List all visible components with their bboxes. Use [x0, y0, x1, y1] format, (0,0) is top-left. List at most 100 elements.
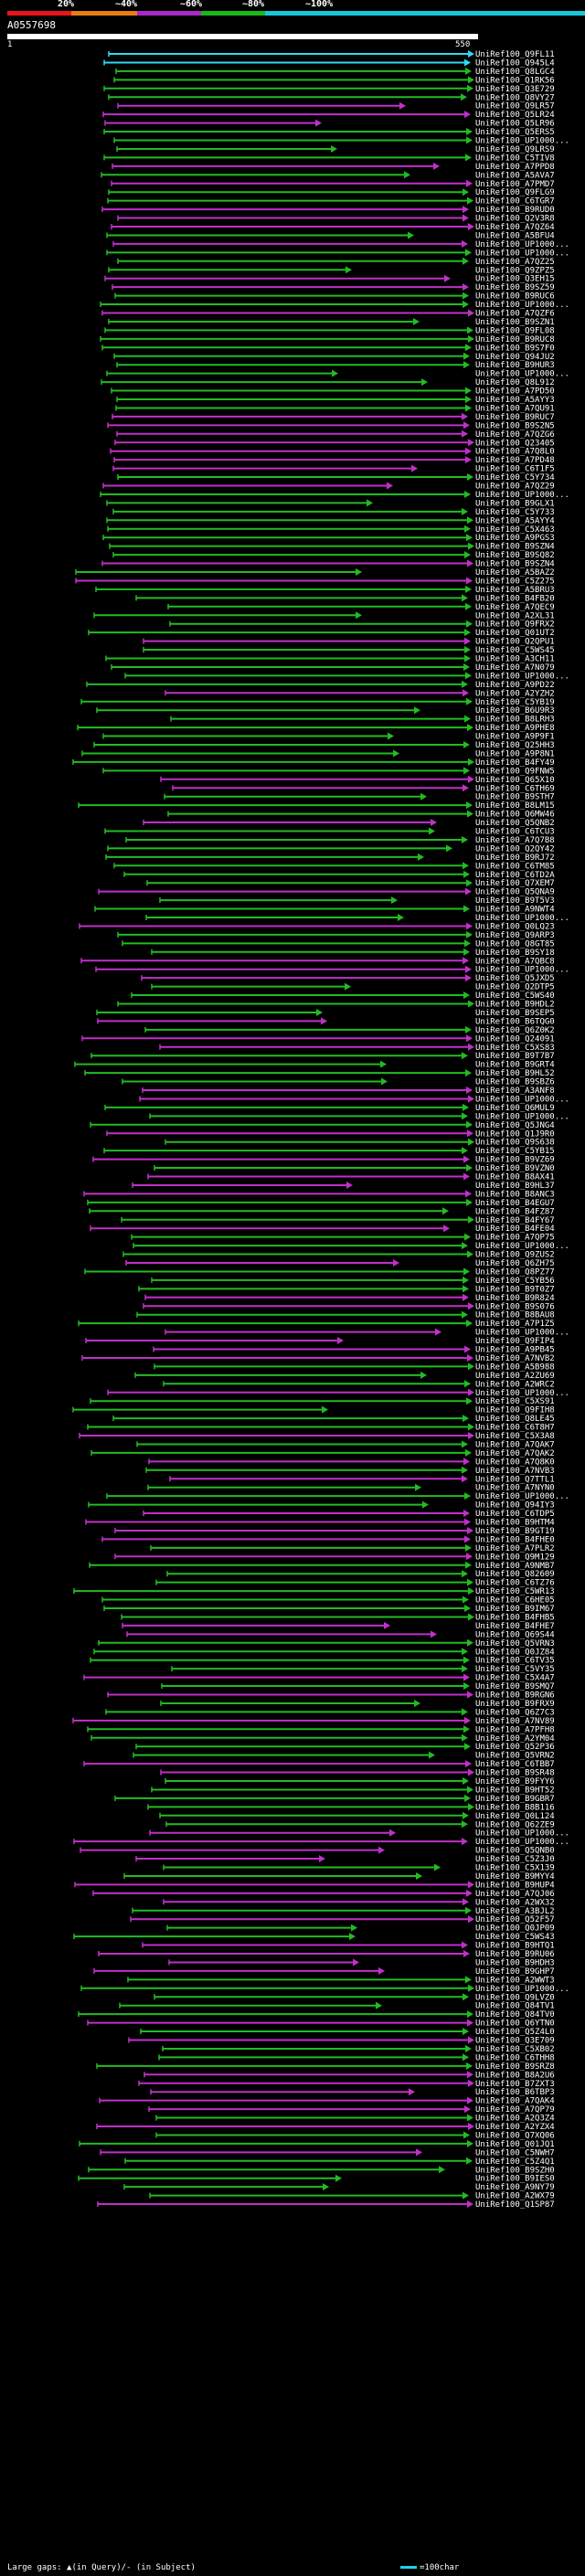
hit-label[interactable]: UniRef100_Q0LQ23 — [475, 922, 555, 931]
hit-label[interactable]: UniRef100_UP1000... — [475, 914, 569, 923]
hit-label[interactable]: UniRef100_Q5QNB2 — [475, 819, 555, 828]
hit-label[interactable]: UniRef100_Q62ZE9 — [475, 1820, 555, 1829]
hit-label[interactable]: UniRef100_Q9ZPZ5 — [475, 266, 555, 275]
hit-label[interactable]: UniRef100_C5YB15 — [475, 1147, 555, 1156]
hit-label[interactable]: UniRef100_Q5LR24 — [475, 111, 555, 120]
hit-label[interactable]: UniRef100_Q2QY42 — [475, 844, 555, 853]
hit-label[interactable]: UniRef100_B9GRT4 — [475, 1061, 555, 1070]
hit-label[interactable]: UniRef100_B6TBP3 — [475, 2088, 555, 2097]
hit-label[interactable]: UniRef100_A9NWT4 — [475, 906, 555, 915]
hit-label[interactable]: UniRef100_C6TV35 — [475, 1657, 555, 1666]
hit-label[interactable]: UniRef100_C5Y734 — [475, 473, 555, 482]
hit-label[interactable]: UniRef100_A5AYY3 — [475, 396, 555, 405]
hit-label[interactable]: UniRef100_B9HL37 — [475, 1182, 555, 1191]
hit-label[interactable]: UniRef100_A7QAK4 — [475, 2097, 555, 2106]
hit-label[interactable]: UniRef100_B9T0Z7 — [475, 1285, 555, 1294]
hit-label[interactable]: UniRef100_Q6Z0K2 — [475, 1026, 555, 1035]
hit-label[interactable]: UniRef100_A7NYN0 — [475, 1484, 555, 1493]
hit-label[interactable]: UniRef100_B9HDH3 — [475, 1958, 555, 1967]
hit-label[interactable]: UniRef100_Q6ZH75 — [475, 1259, 555, 1268]
hit-label[interactable]: UniRef100_Q0L124 — [475, 1812, 555, 1821]
hit-label[interactable]: UniRef100_Q0JP09 — [475, 1924, 555, 1934]
hit-label[interactable]: UniRef100_B4FB20 — [475, 594, 555, 603]
hit-label[interactable]: UniRef100_UP1000... — [475, 1242, 569, 1251]
hit-label[interactable]: UniRef100_A3BJL2 — [475, 1907, 555, 1916]
hit-label[interactable]: UniRef100_B9HT52 — [475, 1786, 555, 1795]
hit-label[interactable]: UniRef100_A7QZ25 — [475, 258, 555, 267]
hit-label[interactable]: UniRef100_Q9FIH8 — [475, 1406, 555, 1415]
hit-label[interactable]: UniRef100_A7P1Z5 — [475, 1320, 555, 1329]
hit-label[interactable]: UniRef100_B9T5V3 — [475, 896, 555, 906]
hit-label[interactable]: UniRef100_Q23405 — [475, 439, 555, 448]
hit-label[interactable]: UniRef100_B4FHE0 — [475, 1535, 555, 1544]
hit-label[interactable]: UniRef100_UP1000... — [475, 1329, 569, 1338]
hit-label[interactable]: UniRef100_UP1000... — [475, 1985, 569, 1994]
hit-label[interactable]: UniRef100_C5Z4Q1 — [475, 2157, 555, 2167]
hit-label[interactable]: UniRef100_Q9ZUS2 — [475, 1251, 555, 1260]
hit-label[interactable]: UniRef100_C5YB19 — [475, 698, 555, 707]
hit-label[interactable]: UniRef100_A7QZ29 — [475, 482, 555, 492]
hit-label[interactable]: UniRef100_Q5JXD5 — [475, 974, 555, 983]
hit-label[interactable]: UniRef100_Q8LGC4 — [475, 68, 555, 77]
hit-label[interactable]: UniRef100_B9S7F0 — [475, 344, 555, 353]
hit-label[interactable]: UniRef100_Q2QPU1 — [475, 638, 555, 647]
hit-label[interactable]: UniRef100_B9SMQ7 — [475, 1682, 555, 1691]
hit-label[interactable]: UniRef100_B4FZ87 — [475, 1207, 555, 1216]
hit-label[interactable]: UniRef100_B9IM67 — [475, 1605, 555, 1614]
hit-label[interactable]: UniRef100_Q3EH15 — [475, 275, 555, 284]
hit-label[interactable]: UniRef100_Q3E709 — [475, 2037, 555, 2046]
hit-label[interactable]: UniRef100_C5VY35 — [475, 1665, 555, 1674]
hit-label[interactable]: UniRef100_C5X3A8 — [475, 1432, 555, 1441]
hit-label[interactable]: UniRef100_B4FHE7 — [475, 1622, 555, 1631]
hit-label[interactable]: UniRef100_Q9LR57 — [475, 102, 555, 111]
hit-label[interactable]: UniRef100_C5X463 — [475, 525, 555, 535]
hit-label[interactable]: UniRef100_A2YM04 — [475, 1734, 555, 1744]
hit-label[interactable]: UniRef100_B9GLX1 — [475, 499, 555, 508]
hit-label[interactable]: UniRef100_Q7TTL1 — [475, 1475, 555, 1484]
hit-label[interactable]: UniRef100_C5X139 — [475, 1864, 555, 1873]
hit-label[interactable]: UniRef100_B9SR48 — [475, 1769, 555, 1778]
hit-label[interactable]: UniRef100_B9RUD0 — [475, 206, 555, 215]
hit-label[interactable]: UniRef100_C5XS83 — [475, 1044, 555, 1053]
hit-label[interactable]: UniRef100_UP1000... — [475, 370, 569, 379]
hit-label[interactable]: UniRef100_A7QAK7 — [475, 1440, 555, 1449]
hit-label[interactable]: UniRef100_C5WS45 — [475, 646, 555, 655]
hit-label[interactable]: UniRef100_UP1000... — [475, 1838, 569, 1847]
hit-label[interactable]: UniRef100_UP1000... — [475, 240, 569, 249]
hit-label[interactable]: UniRef100_A5BFU4 — [475, 231, 555, 240]
hit-label[interactable]: UniRef100_Q69S44 — [475, 1630, 555, 1639]
hit-label[interactable]: UniRef100_B9RUC8 — [475, 335, 555, 345]
hit-label[interactable]: UniRef100_B9SEP5 — [475, 1009, 555, 1018]
hit-label[interactable]: UniRef100_B9HTM4 — [475, 1519, 555, 1528]
hit-label[interactable]: UniRef100_B9SZN1 — [475, 318, 555, 327]
hit-label[interactable]: UniRef100_A7N079 — [475, 663, 555, 673]
hit-label[interactable]: UniRef100_A9PHE8 — [475, 724, 555, 733]
hit-label[interactable]: UniRef100_C6TDP5 — [475, 1510, 555, 1519]
hit-label[interactable]: UniRef100_B8LRH3 — [475, 716, 555, 725]
hit-label[interactable]: UniRef100_UP1000... — [475, 137, 569, 146]
hit-label[interactable]: UniRef100_Q5Z4L0 — [475, 2028, 555, 2037]
hit-label[interactable]: UniRef100_Q65X10 — [475, 776, 555, 785]
hit-label[interactable]: UniRef100_Q9FL11 — [475, 50, 555, 59]
hit-label[interactable]: UniRef100_B9GHP7 — [475, 1967, 555, 1977]
hit-label[interactable]: UniRef100_C5YB56 — [475, 1277, 555, 1286]
hit-label[interactable]: UniRef100_B9SZN4 — [475, 543, 555, 552]
hit-label[interactable]: UniRef100_Q7XEM7 — [475, 879, 555, 888]
hit-label[interactable]: UniRef100_B9RJ72 — [475, 853, 555, 863]
hit-label[interactable]: UniRef100_UP1000... — [475, 491, 569, 500]
hit-label[interactable]: UniRef100_UP1000... — [475, 301, 569, 310]
hit-label[interactable]: UniRef100_B9HUR3 — [475, 361, 555, 370]
hit-label[interactable]: UniRef100_B9SRZ8 — [475, 2062, 555, 2072]
hit-label[interactable]: UniRef100_Q1J9R0 — [475, 1129, 555, 1139]
hit-label[interactable]: UniRef100_C5Y733 — [475, 508, 555, 517]
hit-label[interactable]: UniRef100_B9FRX9 — [475, 1700, 555, 1709]
hit-label[interactable]: UniRef100_B9IES0 — [475, 2175, 555, 2184]
hit-label[interactable]: UniRef100_Q9LVZ0 — [475, 1993, 555, 2002]
hit-label[interactable]: UniRef100_B9T7B7 — [475, 1052, 555, 1061]
hit-label[interactable]: UniRef100_Q2V3R8 — [475, 215, 555, 224]
hit-label[interactable]: UniRef100_Q9FRX2 — [475, 620, 555, 630]
hit-label[interactable]: UniRef100_Q6YTN0 — [475, 2019, 555, 2029]
hit-label[interactable]: UniRef100_B4FY49 — [475, 758, 555, 768]
hit-label[interactable]: UniRef100_C6TBB7 — [475, 1760, 555, 1769]
hit-label[interactable]: UniRef100_C6TH69 — [475, 784, 555, 793]
